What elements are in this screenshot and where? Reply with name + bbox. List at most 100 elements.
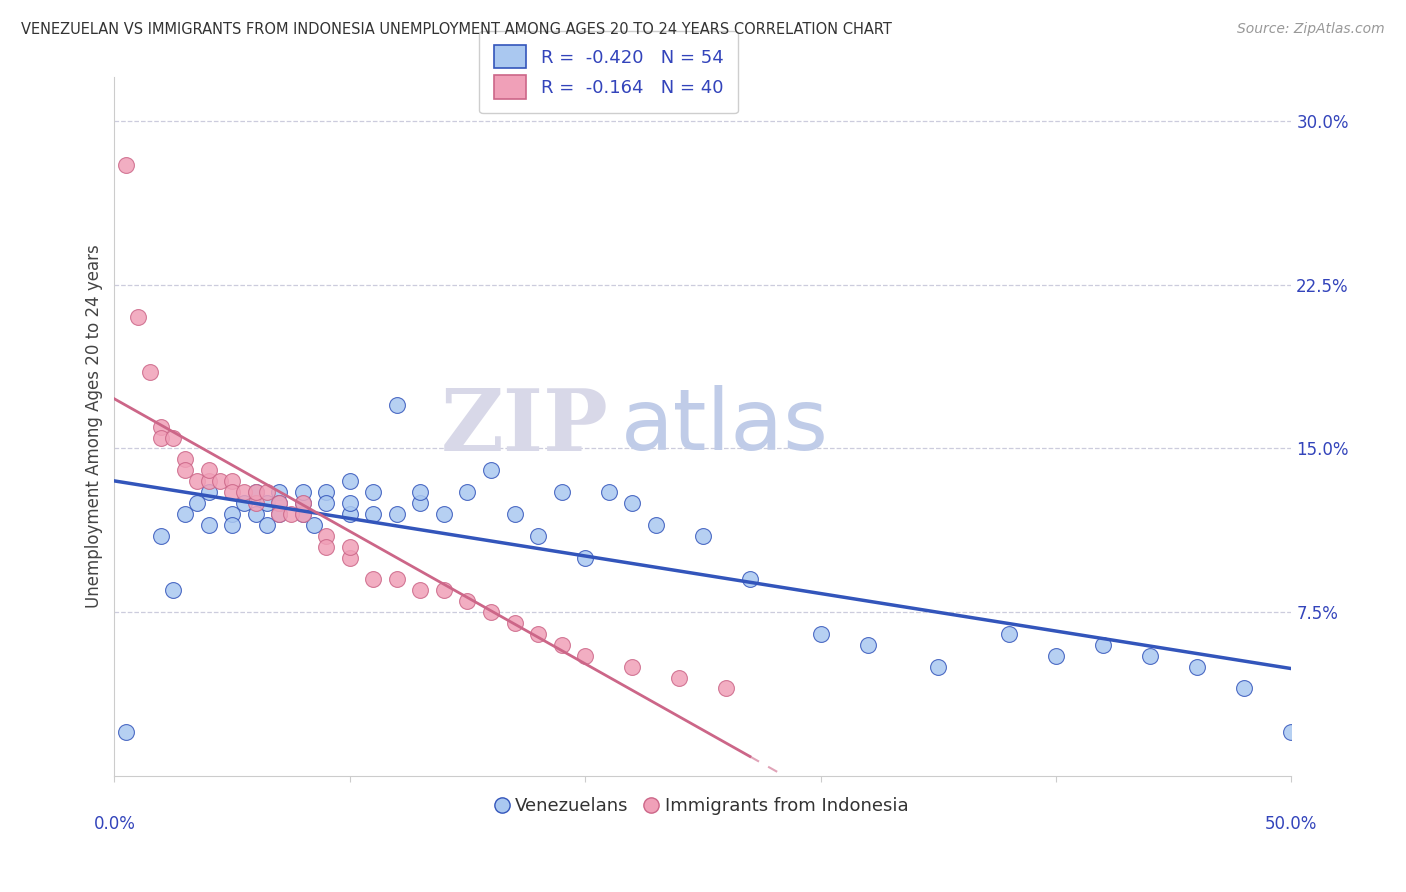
Point — [304, 517, 326, 532]
Point — [339, 507, 361, 521]
Point — [127, 310, 149, 325]
Point — [186, 496, 208, 510]
Point — [245, 496, 267, 510]
Point — [162, 430, 184, 444]
Point — [1092, 638, 1115, 652]
Point — [385, 573, 408, 587]
Point — [197, 517, 219, 532]
Text: Source: ZipAtlas.com: Source: ZipAtlas.com — [1237, 22, 1385, 37]
Point — [456, 485, 478, 500]
Point — [269, 496, 291, 510]
Point — [186, 474, 208, 488]
Point — [269, 485, 291, 500]
Text: 50.0%: 50.0% — [1265, 815, 1317, 833]
Point — [692, 529, 714, 543]
Point — [456, 594, 478, 608]
Text: VENEZUELAN VS IMMIGRANTS FROM INDONESIA UNEMPLOYMENT AMONG AGES 20 TO 24 YEARS C: VENEZUELAN VS IMMIGRANTS FROM INDONESIA … — [21, 22, 891, 37]
Point — [150, 430, 173, 444]
Text: 0.0%: 0.0% — [93, 815, 135, 833]
Point — [856, 638, 879, 652]
Legend: Venezuelans, Immigrants from Indonesia: Venezuelans, Immigrants from Indonesia — [491, 790, 915, 822]
Point — [598, 485, 620, 500]
Point — [550, 485, 572, 500]
Point — [256, 517, 278, 532]
Point — [174, 463, 197, 477]
Point — [738, 573, 761, 587]
Point — [232, 485, 254, 500]
Point — [644, 517, 666, 532]
Point — [409, 583, 432, 598]
Point — [291, 496, 314, 510]
Point — [621, 659, 644, 673]
Point — [363, 507, 385, 521]
Point — [174, 507, 197, 521]
Point — [339, 540, 361, 554]
Point — [269, 496, 291, 510]
Point — [291, 507, 314, 521]
Point — [245, 507, 267, 521]
Point — [269, 507, 291, 521]
Point — [574, 648, 596, 663]
Point — [291, 496, 314, 510]
Point — [1279, 725, 1302, 739]
Point — [245, 485, 267, 500]
Point — [221, 474, 243, 488]
Point — [162, 583, 184, 598]
Point — [433, 583, 456, 598]
Point — [339, 550, 361, 565]
Point — [503, 615, 526, 630]
Point — [115, 725, 138, 739]
Point — [409, 496, 432, 510]
Point — [174, 452, 197, 467]
Point — [291, 507, 314, 521]
Point — [810, 627, 832, 641]
Point — [479, 463, 502, 477]
Point — [197, 463, 219, 477]
Point — [527, 627, 550, 641]
Point — [527, 529, 550, 543]
Point — [232, 496, 254, 510]
Point — [138, 365, 160, 379]
Point — [1185, 659, 1208, 673]
Point — [621, 496, 644, 510]
Point — [115, 158, 138, 172]
Point — [574, 550, 596, 565]
Point — [927, 659, 949, 673]
Point — [315, 529, 337, 543]
Point — [280, 507, 302, 521]
Point — [315, 485, 337, 500]
Text: atlas: atlas — [620, 385, 828, 468]
Point — [503, 507, 526, 521]
Point — [315, 496, 337, 510]
Point — [363, 573, 385, 587]
Point — [1233, 681, 1256, 696]
Point — [221, 485, 243, 500]
Point — [245, 485, 267, 500]
Point — [150, 529, 173, 543]
Point — [1139, 648, 1161, 663]
Point — [716, 681, 738, 696]
Point — [550, 638, 572, 652]
Point — [221, 507, 243, 521]
Point — [256, 485, 278, 500]
Point — [339, 496, 361, 510]
Point — [998, 627, 1021, 641]
Point — [256, 496, 278, 510]
Point — [668, 671, 690, 685]
Point — [385, 507, 408, 521]
Point — [315, 540, 337, 554]
Point — [385, 398, 408, 412]
Point — [269, 507, 291, 521]
Point — [1045, 648, 1067, 663]
Point — [363, 485, 385, 500]
Point — [197, 485, 219, 500]
Point — [197, 474, 219, 488]
Y-axis label: Unemployment Among Ages 20 to 24 years: Unemployment Among Ages 20 to 24 years — [86, 244, 103, 608]
Point — [150, 419, 173, 434]
Point — [209, 474, 232, 488]
Point — [291, 485, 314, 500]
Point — [339, 474, 361, 488]
Point — [479, 605, 502, 619]
Point — [221, 517, 243, 532]
Point — [409, 485, 432, 500]
